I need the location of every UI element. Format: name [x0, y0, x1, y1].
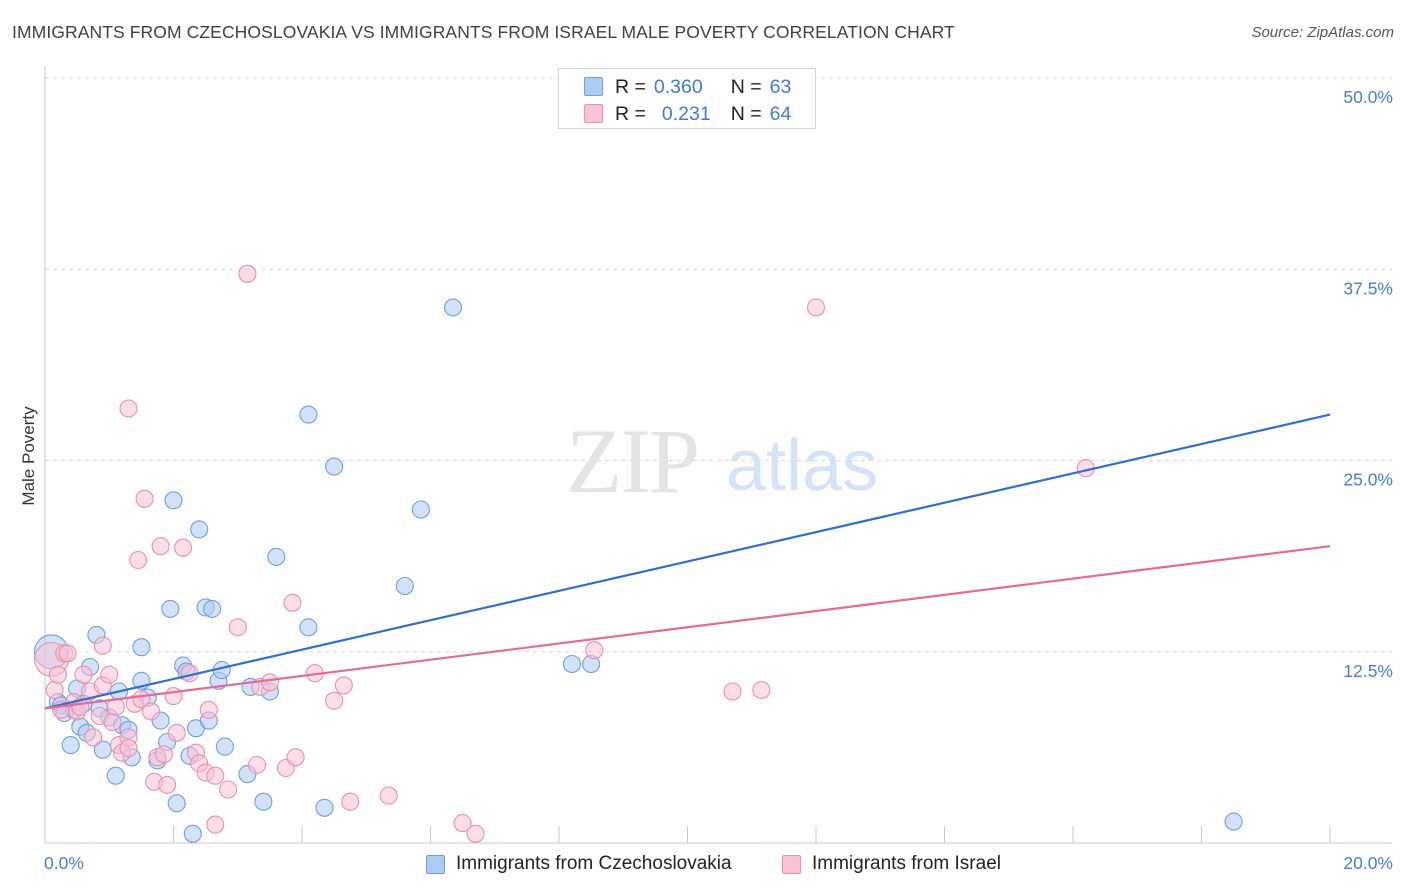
series-israel-points: [33, 264, 1095, 843]
data-point: [379, 786, 398, 805]
data-point: [141, 702, 161, 721]
axes: [44, 66, 1392, 844]
data-point: [411, 500, 430, 519]
data-point: [466, 824, 485, 843]
data-point: [119, 739, 138, 758]
data-point: [103, 713, 122, 732]
data-point: [93, 636, 112, 655]
data-point: [325, 691, 344, 710]
data-point: [164, 491, 183, 510]
data-point: [190, 520, 209, 539]
gridlines: [45, 77, 1392, 653]
legend-n-value: 64: [769, 102, 792, 125]
legend-r-value: 0.231: [661, 102, 711, 125]
data-point: [341, 792, 360, 811]
y-axis-label: Male Poverty: [19, 406, 38, 506]
data-point: [199, 700, 218, 719]
data-point: [206, 766, 225, 785]
y-tick-label: 50.0%: [1343, 87, 1393, 107]
legend-text-israel: R = 0.231 N = 64: [615, 101, 791, 127]
data-point: [183, 824, 202, 843]
legend-swatch-pink: [584, 104, 603, 123]
data-point: [325, 457, 344, 476]
data-point: [174, 538, 193, 557]
legend-n-value: 63: [769, 75, 792, 98]
legend-n-label: N =: [730, 75, 762, 98]
data-point: [167, 794, 186, 813]
data-point: [158, 775, 177, 794]
bottom-legend-swatch-blue: [426, 854, 445, 874]
watermark-atlas: atlas: [726, 426, 878, 506]
data-point: [562, 654, 581, 674]
legend-r-label: R =: [615, 75, 646, 98]
legend-r-label: R =: [615, 102, 646, 125]
data-point: [215, 737, 234, 756]
data-point: [106, 766, 125, 785]
bottom-legend-israel: Immigrants from Israel: [782, 852, 1001, 876]
data-point: [74, 665, 93, 684]
y-tick-label: 25.0%: [1343, 470, 1393, 490]
data-point: [260, 673, 279, 692]
data-point: [219, 780, 238, 799]
data-point: [286, 748, 305, 767]
x-tick-label: 0.0%: [44, 853, 84, 873]
bottom-legend-label: Immigrants from Czechoslovakia: [456, 853, 732, 874]
data-point: [453, 814, 472, 833]
legend-r-value: 0.360: [653, 75, 703, 98]
data-point: [443, 298, 463, 317]
data-point: [752, 680, 771, 700]
y-tick-label: 12.5%: [1343, 661, 1393, 681]
legend-text-czechoslovakia: R = 0.360 N = 63: [615, 74, 791, 100]
tick-labels: 12.5% 25.0% 37.5% 50.0% 0.0% 20.0%: [44, 87, 1393, 873]
trend-lines: [44, 413, 1331, 710]
data-point: [299, 405, 318, 424]
data-point: [228, 618, 247, 637]
data-point: [84, 728, 103, 747]
bottom-legend-czechoslovakia: Immigrants from Czechoslovakia: [426, 852, 732, 876]
legend-swatch-blue: [584, 77, 603, 96]
data-point: [283, 593, 302, 612]
chart-title: IMMIGRANTS FROM CZECHOSLOVAKIA VS IMMIGR…: [12, 22, 955, 42]
data-point: [61, 736, 80, 755]
data-point: [119, 399, 138, 418]
data-point: [135, 489, 154, 508]
data-point: [154, 745, 173, 764]
y-tick-label: 37.5%: [1343, 278, 1393, 298]
data-point: [1224, 812, 1243, 831]
data-point: [151, 537, 170, 556]
data-point: [203, 599, 222, 618]
data-point: [299, 618, 318, 637]
data-point: [723, 682, 742, 701]
data-point: [238, 264, 257, 283]
data-point: [585, 641, 604, 660]
data-point: [161, 599, 180, 618]
data-point: [106, 697, 125, 716]
x-tick-label: 20.0%: [1343, 853, 1393, 873]
data-point: [129, 550, 148, 570]
data-point: [167, 723, 186, 742]
data-point: [315, 798, 334, 817]
legend-n-label: N =: [730, 102, 762, 125]
data-point: [247, 755, 267, 775]
bottom-legend-swatch-pink: [782, 854, 801, 874]
correlation-legend: R = 0.360 N = 63 R = 0.231 N = 64: [558, 68, 816, 129]
data-point: [254, 792, 273, 811]
data-point: [45, 680, 64, 700]
source-label: Source: ZipAtlas.com: [1251, 24, 1394, 41]
data-point: [206, 815, 225, 834]
data-point: [132, 638, 151, 657]
data-point: [395, 576, 414, 596]
data-point: [58, 644, 77, 663]
watermark-zip: ZIP: [566, 410, 698, 512]
data-point: [48, 665, 67, 684]
bottom-legend-label: Immigrants from Israel: [812, 853, 1001, 874]
data-point: [164, 687, 183, 706]
trend-line-czechoslovakia: [44, 413, 1331, 710]
data-point: [334, 676, 353, 695]
trend-line-israel: [44, 545, 1331, 710]
data-point: [100, 665, 119, 684]
data-point: [806, 298, 826, 317]
data-point: [267, 547, 286, 566]
